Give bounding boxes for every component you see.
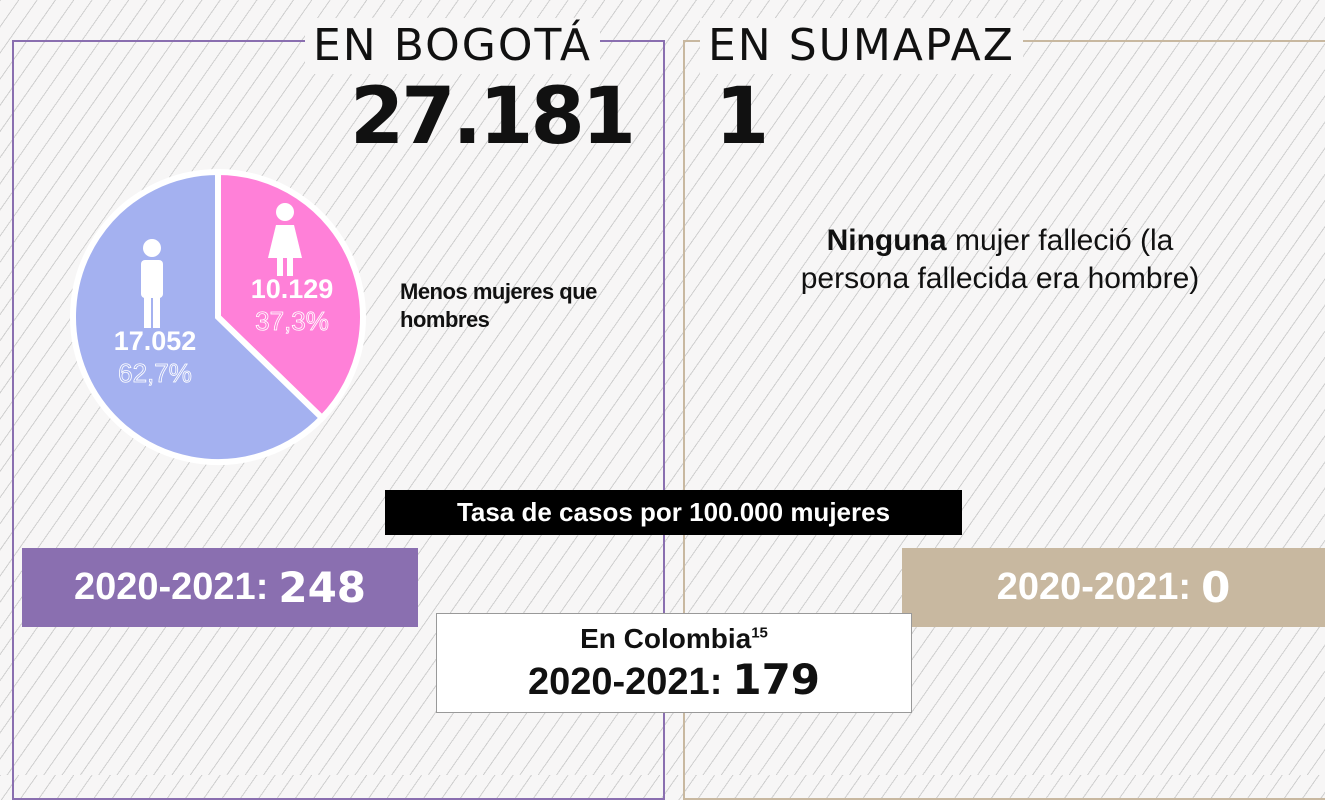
rate-prefix: 2020-2021: (527, 660, 723, 703)
icon (143, 239, 161, 257)
icon (153, 293, 160, 328)
pie-slice (215, 168, 366, 423)
colombia-box: En Colombia15 2020-2021: 179 (436, 613, 912, 713)
slice-value: 10.129 (251, 274, 334, 304)
rate-value: 179 (732, 654, 821, 704)
icon (268, 225, 302, 258)
title: EN SUMAPAZ (700, 18, 1023, 74)
icon (276, 203, 294, 221)
rate-box: 2020-2021: 248 (22, 548, 418, 627)
colombia-label: En Colombia15 (580, 623, 768, 655)
note: Ninguna mujer falleció (la persona falle… (790, 222, 1210, 298)
rate-prefix: 2020-2021: (996, 566, 1192, 608)
icon (144, 293, 151, 328)
rate-prefix: 2020-2021: (73, 566, 269, 608)
icon (141, 260, 163, 298)
rate-value: 248 (278, 563, 367, 612)
note-bold: Menos (400, 279, 468, 304)
footnote: 15 (751, 624, 768, 642)
total: 1 (715, 72, 769, 162)
rate-box: 2020-2021: 0 (902, 548, 1325, 627)
slice-percent: 62,7% (118, 358, 192, 388)
slice-percent: 37,3% (255, 306, 329, 336)
note-text: mujer falleció (la persona fallecida era… (800, 224, 1200, 295)
note: Menos mujeres que hombres (400, 278, 620, 334)
banner: Tasa de casos por 100.000 mujeres (385, 490, 962, 535)
label: En Colombia (580, 622, 752, 654)
note-text: mujeres que hombres (400, 279, 597, 332)
note-bold: Ninguna (826, 224, 947, 257)
title: EN BOGOTÁ (305, 18, 601, 74)
slice-value: 17.052 (114, 326, 197, 356)
icon (287, 256, 293, 276)
icon (277, 256, 283, 276)
rate-value: 0 (1201, 563, 1231, 612)
pie-slice (70, 168, 327, 465)
total: 27.181 (350, 72, 636, 162)
